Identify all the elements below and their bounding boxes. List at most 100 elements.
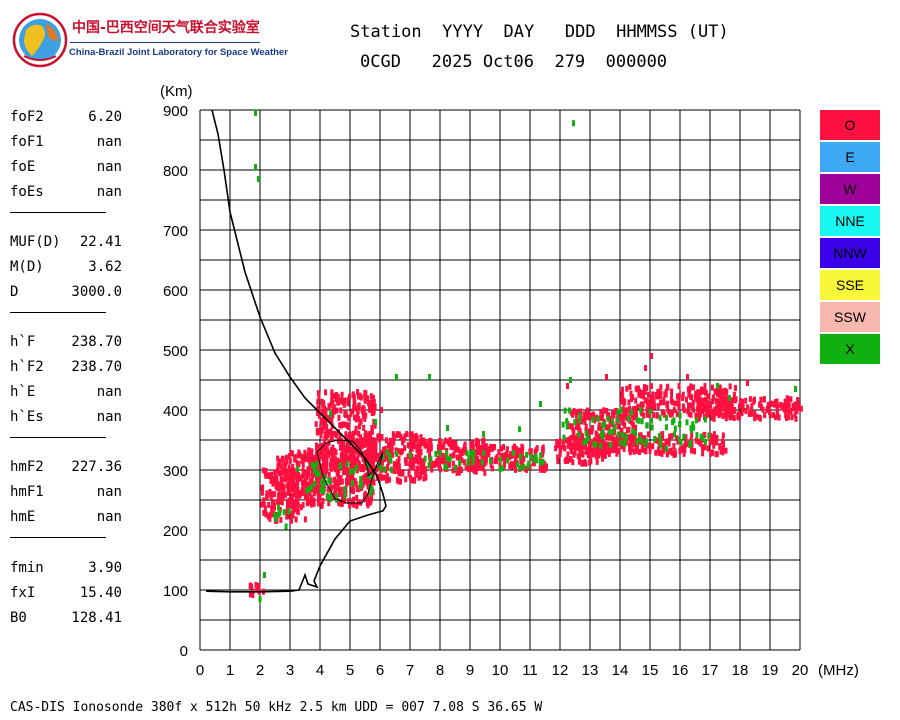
data-point: [351, 488, 355, 495]
data-point: [343, 456, 347, 463]
data-point: [488, 445, 492, 452]
data-point: [578, 451, 582, 458]
data-point: [661, 409, 665, 416]
data-point: [287, 464, 291, 471]
parameter-panel: foF2 6.20 foF1 nan foE nan foEs nan MUF(D) 22.41 M…: [0, 0, 160, 640]
data-point: [475, 456, 479, 463]
data-point: [424, 441, 428, 448]
data-point: [289, 486, 293, 493]
data-point: [697, 438, 701, 445]
data-point: [301, 502, 305, 509]
data-point: [694, 417, 698, 424]
data-point: [748, 396, 752, 403]
data-point: [377, 459, 381, 466]
data-point: [324, 389, 328, 396]
data-point: [284, 523, 288, 530]
x-tick-label: 7: [406, 662, 414, 679]
data-point: [401, 470, 405, 477]
data-point: [605, 424, 609, 431]
data-point: [584, 438, 588, 445]
data-point: [631, 408, 635, 415]
data-point: [262, 501, 266, 508]
data-point: [402, 436, 406, 443]
data-point: [746, 404, 750, 411]
data-point: [345, 440, 349, 447]
data-point: [519, 458, 523, 465]
data-point: [615, 450, 619, 457]
data-point: [637, 435, 641, 442]
data-point: [277, 461, 281, 468]
data-point: [704, 405, 708, 412]
data-point: [312, 470, 316, 477]
data-point: [597, 435, 601, 442]
ionogram-chart: 0 1 2 3 4 5 6 7 8 9 10 11 12 13 14 15 16 17 18 19 2001002003…: [160, 83, 859, 679]
data-point: [303, 449, 307, 456]
data-point: [427, 444, 431, 451]
data-point: [632, 426, 636, 433]
data-point: [272, 491, 276, 498]
data-point: [633, 430, 637, 437]
data-point: [611, 447, 615, 454]
data-point: [762, 396, 766, 403]
data-point: [334, 487, 338, 494]
data-point: [502, 444, 506, 451]
data-point: [455, 454, 459, 461]
data-point: [451, 467, 455, 474]
data-point: [565, 418, 569, 425]
data-point: [371, 453, 375, 460]
data-point: [562, 434, 566, 441]
x-tick-label: 10: [492, 662, 509, 679]
data-point: [498, 465, 502, 472]
data-point: [377, 436, 381, 443]
data-point: [344, 477, 348, 484]
data-point: [749, 410, 753, 417]
data-point: [627, 426, 631, 433]
data-point: [330, 435, 334, 442]
param-label: fxI: [10, 585, 36, 601]
data-point: [568, 423, 572, 430]
data-point: [314, 453, 318, 460]
param-label: foEs: [10, 184, 44, 200]
data-point: [636, 386, 640, 393]
data-point: [482, 457, 486, 464]
data-point: [312, 490, 316, 497]
data-point: [670, 410, 674, 417]
data-point: [286, 474, 290, 481]
param-label: hmF2: [10, 459, 44, 475]
data-point: [658, 432, 662, 439]
data-point: [782, 402, 786, 409]
data-point: [397, 463, 401, 470]
legend-item-sse: SSE: [820, 270, 880, 300]
data-point: [276, 511, 280, 518]
x-tick-label: 14: [612, 662, 629, 679]
data-point: [582, 443, 586, 450]
data-point: [572, 430, 576, 437]
data-point: [398, 468, 402, 475]
data-point: [619, 407, 623, 414]
data-point: [452, 451, 456, 458]
x-axis-label: (MHz): [818, 662, 859, 679]
data-point: [541, 444, 545, 451]
data-point: [265, 492, 269, 499]
data-point: [409, 474, 413, 481]
data-point: [601, 422, 605, 429]
data-point: [364, 430, 368, 437]
data-point: [346, 397, 350, 404]
data-point: [369, 432, 373, 439]
param-value: 3000.0: [71, 284, 122, 300]
data-point: [711, 394, 715, 401]
data-point: [712, 435, 716, 442]
data-point: [526, 463, 530, 470]
data-point: [349, 457, 353, 464]
data-point: [697, 393, 701, 400]
data-point: [344, 409, 348, 416]
data-point: [484, 443, 488, 450]
logo-divider: [70, 42, 260, 43]
y-tick-label: 800: [163, 163, 188, 180]
data-point: [601, 433, 605, 440]
data-point: [691, 421, 695, 428]
data-point: [285, 512, 289, 519]
data-point: [648, 412, 652, 419]
data-point: [713, 410, 717, 417]
data-point: [412, 443, 416, 450]
